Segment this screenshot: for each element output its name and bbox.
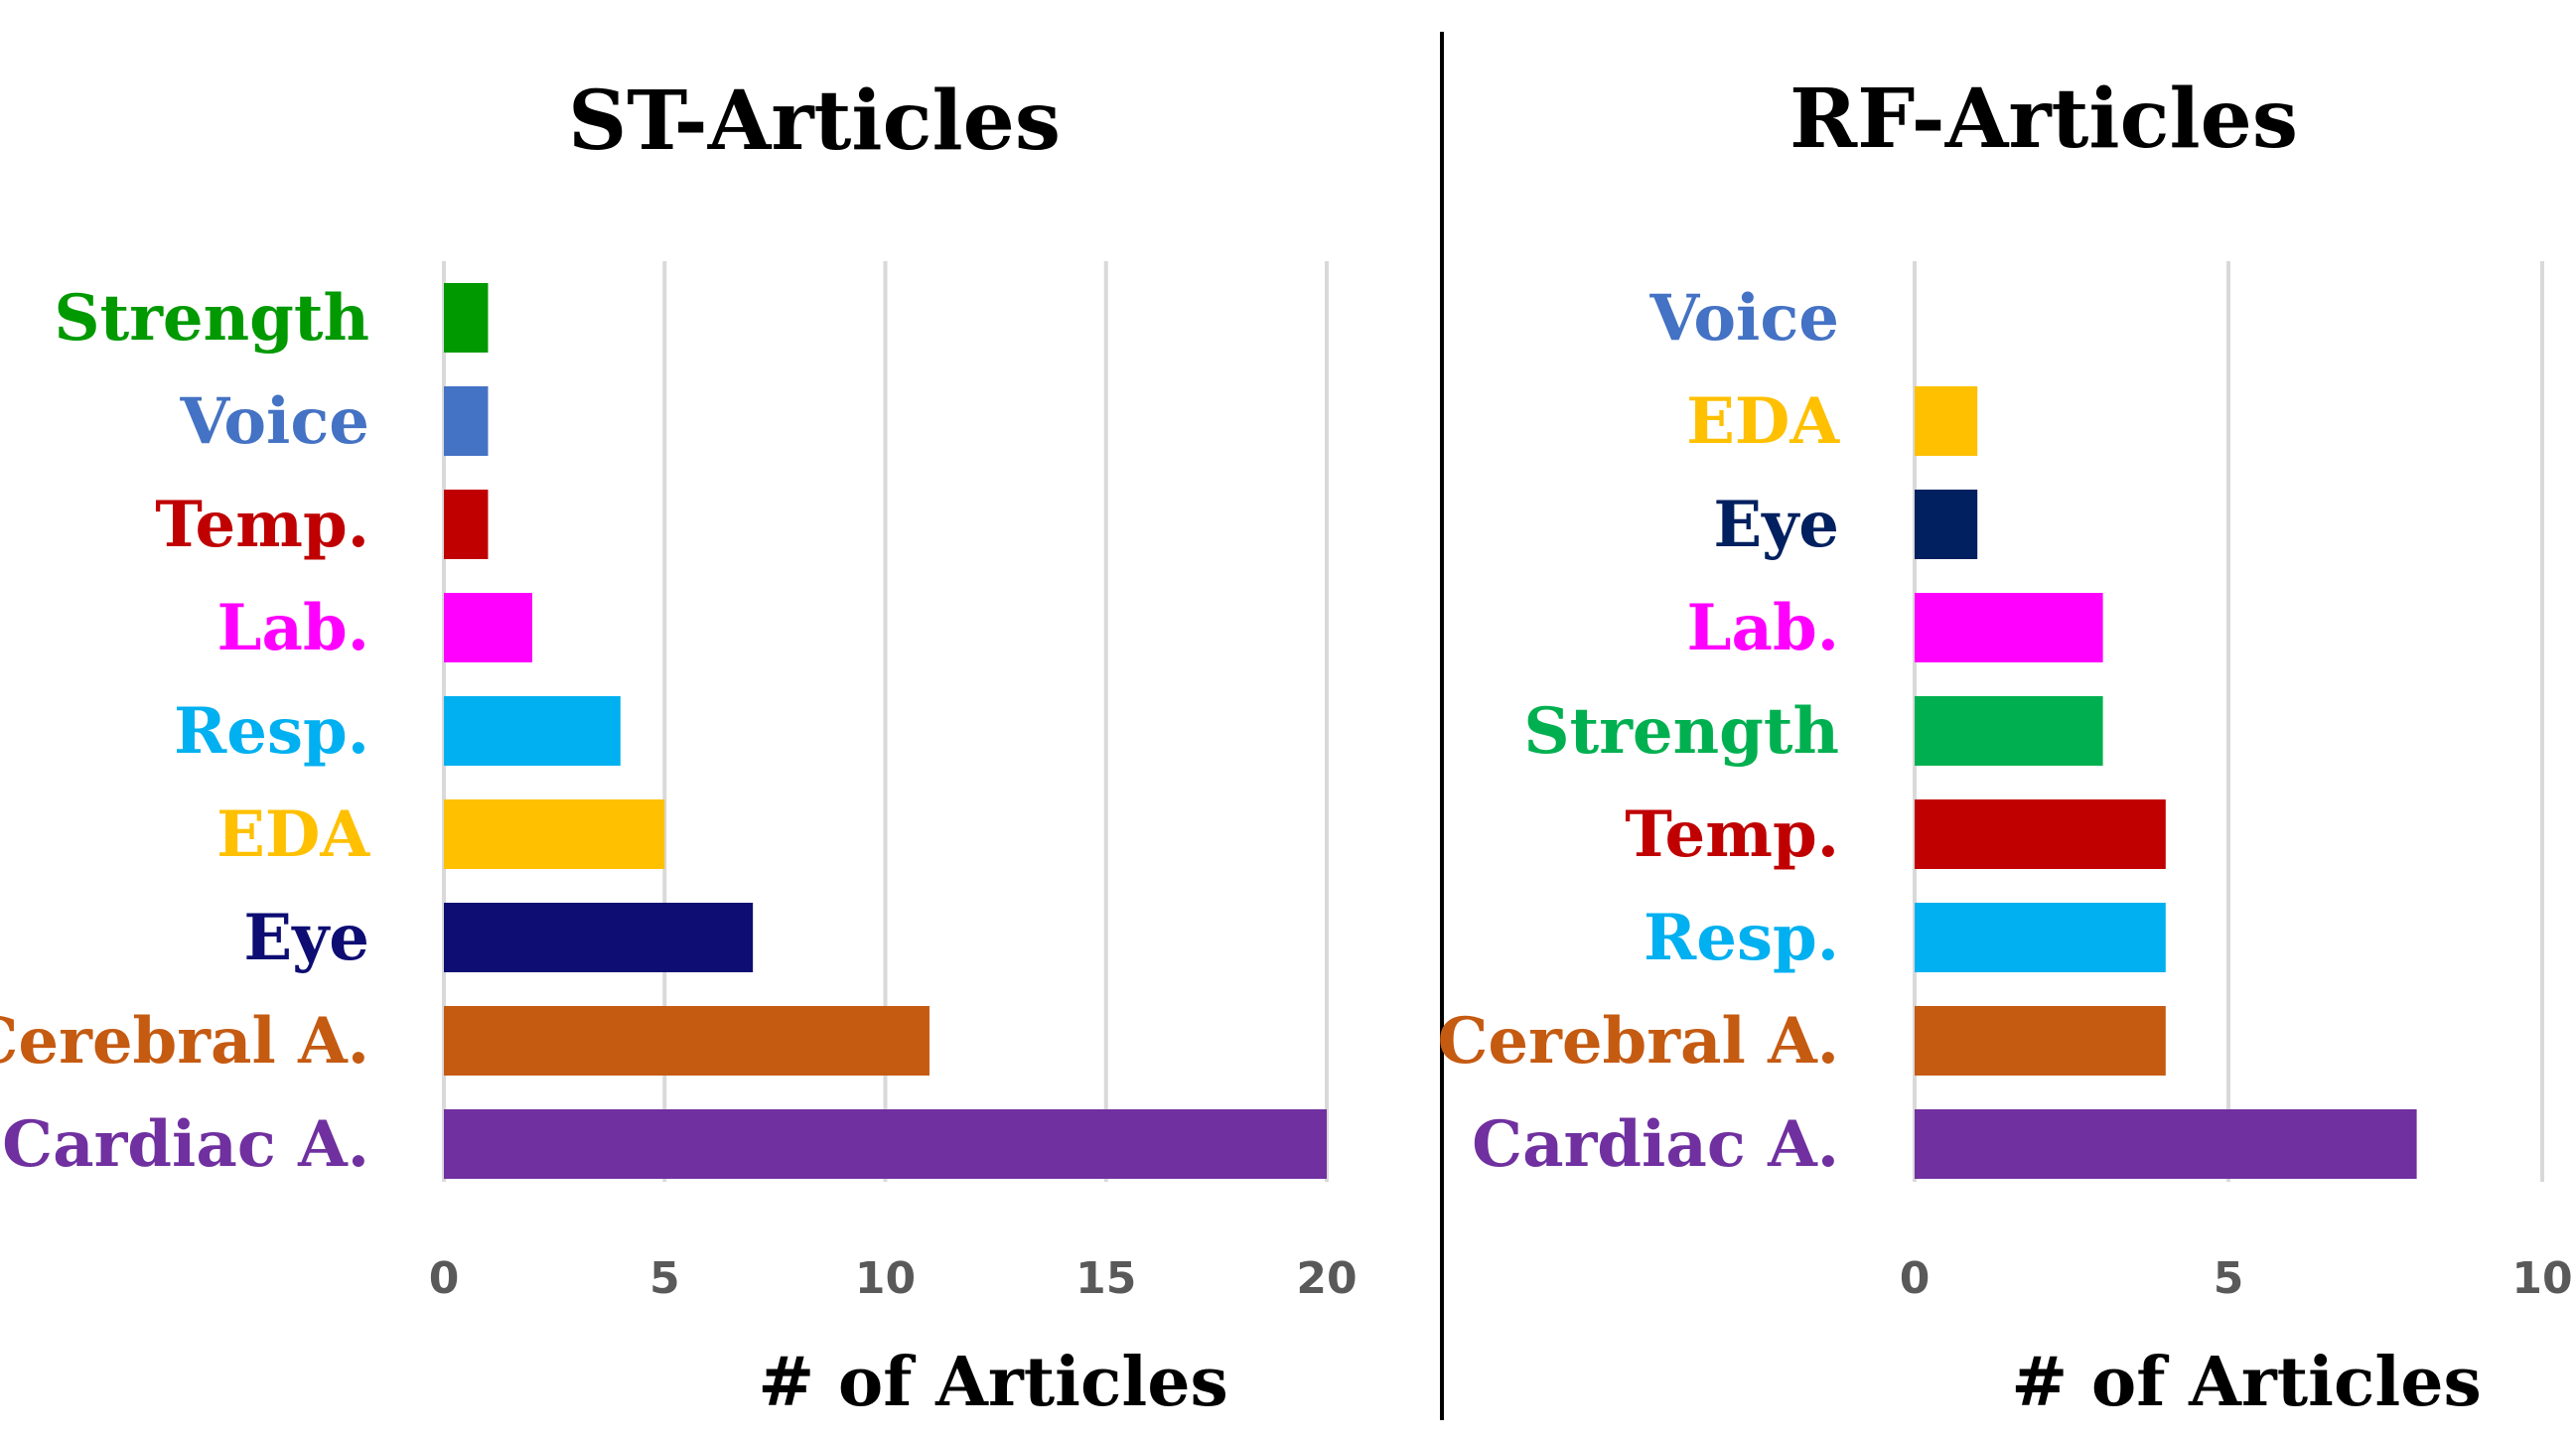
category-label-resp: Resp. bbox=[174, 694, 369, 769]
category-labels: Strength Voice Temp. Lab. Resp. EDA Eye Cerebra… bbox=[0, 281, 370, 1182]
x-tick-label: 10 bbox=[2511, 1253, 2572, 1304]
category-label-resp: Resp. bbox=[1644, 901, 1839, 975]
bar-temp bbox=[1915, 799, 2166, 869]
category-label-lab: Lab. bbox=[1687, 591, 1840, 665]
x-tick-label: 0 bbox=[429, 1253, 460, 1304]
category-label-eye: Eye bbox=[243, 901, 369, 975]
category-label-lab: Lab. bbox=[217, 591, 370, 665]
category-label-voice: Voice bbox=[180, 384, 369, 459]
bar-temp bbox=[444, 490, 489, 559]
chart-title: ST-Articles bbox=[568, 73, 1061, 169]
category-labels: Voice EDA Eye Lab. Strength Temp. Resp. Cerebra… bbox=[1437, 281, 1840, 1182]
category-label-temp: Temp. bbox=[1625, 797, 1839, 872]
st-articles-chart: ST-Articles Strength Voice Temp. Lab. Resp. E… bbox=[0, 73, 1358, 1422]
x-tick-labels: 0 5 10 bbox=[1900, 1253, 2573, 1304]
x-axis-label: # of Articles bbox=[2011, 1343, 2482, 1422]
category-label-eda: EDA bbox=[216, 797, 370, 872]
category-label-cardiac-a: Cardiac A. bbox=[2, 1107, 369, 1182]
x-tick-labels: 0 5 10 15 20 bbox=[429, 1253, 1358, 1304]
bar-cardiac-a bbox=[1915, 1109, 2417, 1179]
bar-lab bbox=[444, 593, 532, 662]
bar-lab bbox=[1915, 593, 2103, 662]
bar-cardiac-a bbox=[444, 1109, 1327, 1179]
bar-resp bbox=[444, 696, 621, 766]
bar-cerebral-a bbox=[444, 1006, 930, 1076]
bar-strength bbox=[444, 283, 489, 353]
category-label-temp: Temp. bbox=[155, 488, 369, 562]
bars bbox=[444, 283, 1327, 1179]
category-label-strength: Strength bbox=[1523, 694, 1839, 769]
bar-eda bbox=[444, 799, 665, 869]
bar-voice bbox=[444, 386, 489, 456]
x-tick-label: 0 bbox=[1900, 1253, 1931, 1304]
category-label-voice: Voice bbox=[1649, 281, 1839, 356]
category-label-cerebral-a: Cerebral A. bbox=[0, 1004, 369, 1079]
rf-articles-chart: RF-Articles Voice EDA Eye Lab. Strength Temp.… bbox=[1437, 72, 2572, 1422]
category-label-strength: Strength bbox=[54, 281, 369, 356]
bar-eye bbox=[444, 903, 754, 972]
bar-strength bbox=[1915, 696, 2103, 766]
category-label-cerebral-a: Cerebral A. bbox=[1437, 1004, 1839, 1079]
x-tick-label: 10 bbox=[855, 1253, 916, 1304]
x-axis-label: # of Articles bbox=[758, 1343, 1228, 1422]
bar-eda bbox=[1915, 386, 1978, 456]
x-tick-label: 5 bbox=[649, 1253, 680, 1304]
bars bbox=[1915, 386, 2417, 1179]
x-tick-label: 15 bbox=[1075, 1253, 1136, 1304]
bar-eye bbox=[1915, 490, 1978, 559]
category-label-eye: Eye bbox=[1713, 488, 1839, 562]
category-label-cardiac-a: Cardiac A. bbox=[1472, 1107, 1839, 1182]
chart-title: RF-Articles bbox=[1789, 72, 2298, 167]
x-tick-label: 5 bbox=[2214, 1253, 2244, 1304]
bar-cerebral-a bbox=[1915, 1006, 2166, 1076]
x-tick-label: 20 bbox=[1296, 1253, 1357, 1304]
category-label-eda: EDA bbox=[1686, 384, 1840, 459]
bar-resp bbox=[1915, 903, 2166, 972]
